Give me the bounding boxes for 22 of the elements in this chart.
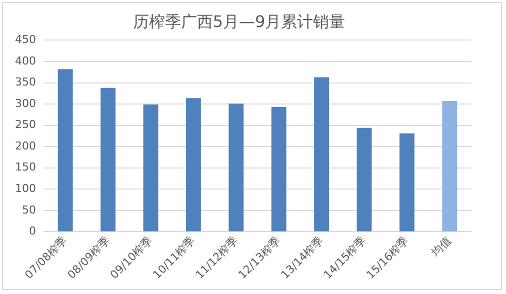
y-tick-label: 450 [14, 33, 36, 46]
bar [143, 104, 158, 232]
y-tick-label: 350 [14, 76, 36, 89]
x-tick-label: 均值 [428, 234, 454, 260]
bar [399, 133, 414, 232]
y-tick-label: 100 [14, 182, 36, 195]
y-tick-label: 200 [14, 139, 36, 152]
chart-title: 历榨季广西5月—9月累计销量 [132, 12, 346, 31]
bar [271, 107, 286, 232]
bar [186, 98, 201, 232]
y-tick-label: 300 [14, 96, 36, 110]
bar [314, 77, 330, 232]
y-tick-label: 0 [28, 224, 36, 238]
bar [356, 128, 372, 232]
bar [442, 101, 458, 232]
y-tick-label: 250 [14, 118, 36, 132]
y-tick-label: 50 [22, 203, 36, 216]
y-tick-label: 150 [14, 160, 36, 174]
bar [58, 69, 73, 232]
bar [228, 104, 244, 232]
y-tick-label: 400 [14, 54, 36, 68]
bar [100, 88, 116, 232]
